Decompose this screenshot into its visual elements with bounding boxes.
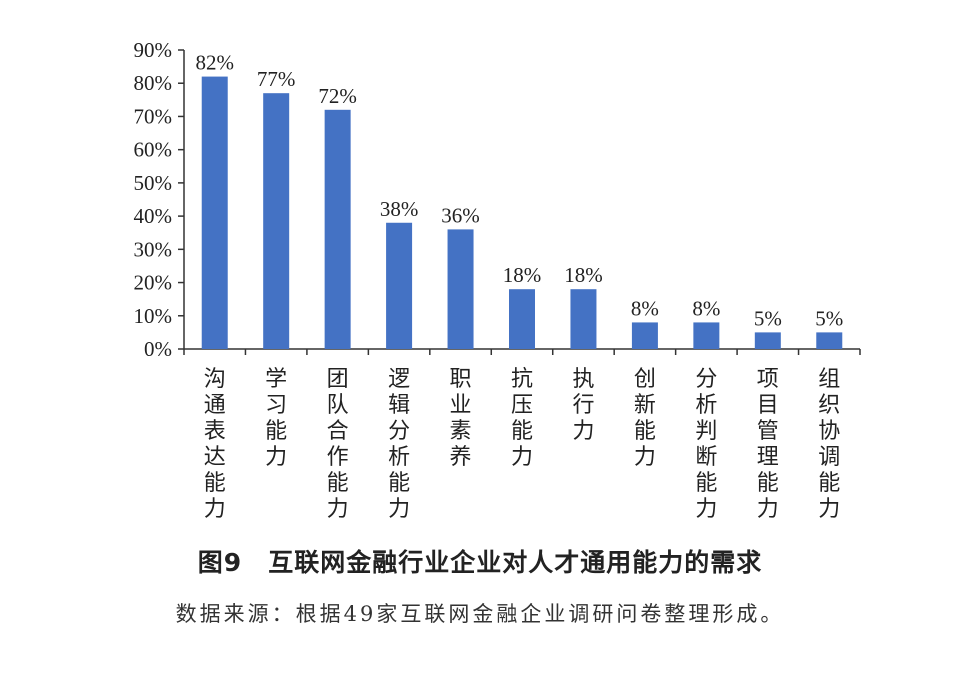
bar [447,229,474,349]
category-label: 逻辑分析能力 [388,367,410,522]
category-label: 项目管理能力 [757,367,779,522]
data-label: 77% [257,67,296,91]
y-tick-label: 0% [144,337,172,361]
data-label: 8% [692,296,720,320]
data-label: 38% [380,197,419,221]
bar [386,222,413,349]
data-label: 5% [815,306,843,330]
bar [263,93,290,349]
bar [509,289,535,349]
category-label: 组织协调能力 [818,367,840,522]
data-source-note: 数据来源：根据49家互联网金融企业调研问卷整理形成。 [175,602,785,626]
y-tick-label: 30% [134,237,173,261]
category-label: 学习能力 [265,367,287,470]
bar-chart: 0% 10% 20% 30% 40% 50% 60% 70% 80% 90% 82% 77% 72% 3… [134,38,861,522]
data-label: 82% [195,51,234,75]
y-tick-label: 70% [134,104,173,128]
data-label: 18% [564,263,603,287]
bar [324,109,351,349]
bar [816,332,843,349]
bar [754,332,781,349]
category-label: 执行力 [572,367,594,444]
bar [693,322,720,349]
category-label: 团队合作能力 [327,367,349,522]
y-tick-label: 50% [134,171,173,195]
data-label: 72% [318,84,357,108]
chart-title: 图9 互联网金融行业企业对人才通用能力的需求 [197,548,763,577]
bar [570,289,597,349]
category-label: 抗压能力 [511,367,533,470]
category-label: 职业素养 [450,367,472,470]
bar [201,76,228,350]
y-tick-label: 60% [134,138,173,162]
category-label: 分析判断能力 [695,367,717,522]
data-label: 5% [754,306,782,330]
y-tick-label: 20% [134,271,173,295]
data-label: 36% [441,203,480,227]
data-label: 18% [503,263,542,287]
y-tick-label: 10% [134,304,173,328]
category-label: 沟通表达能力 [204,367,226,522]
y-tick-label: 40% [134,204,173,228]
data-label: 8% [631,296,659,320]
y-tick-label: 90% [134,38,173,62]
category-label: 创新能力 [634,367,656,470]
bar [631,322,658,349]
y-tick-label: 80% [134,71,173,95]
